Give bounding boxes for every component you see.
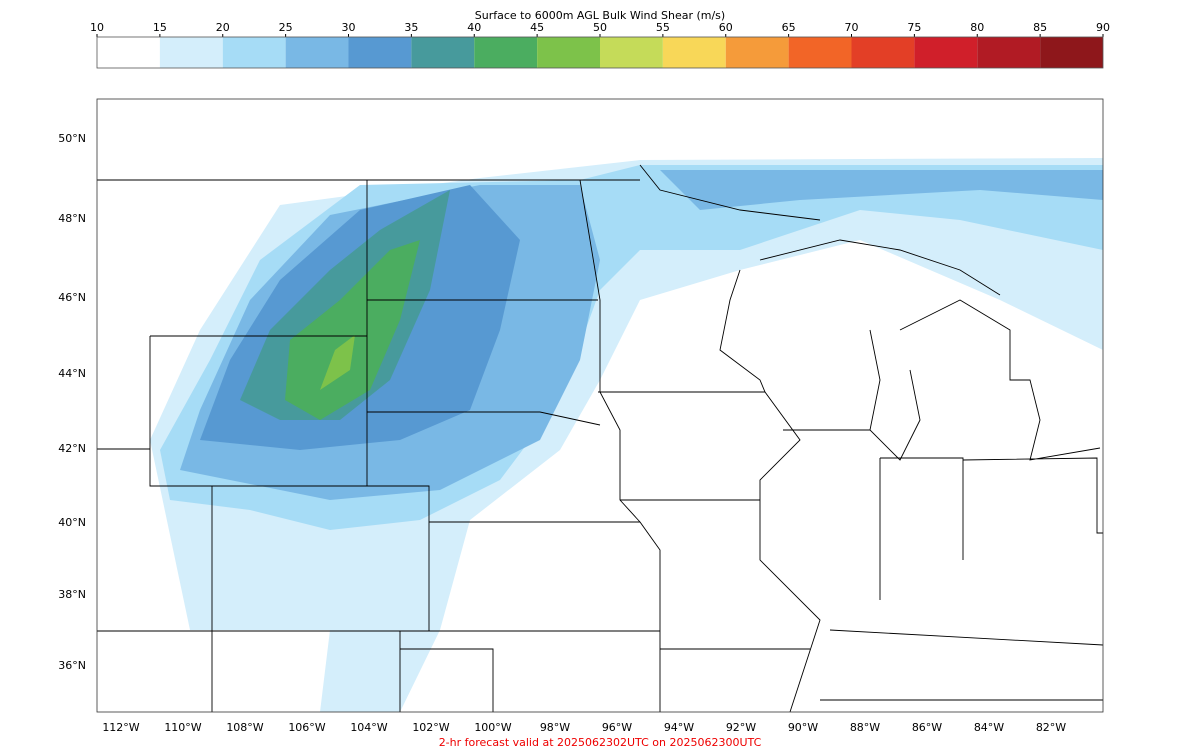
colorbar-bin (977, 37, 1041, 68)
colorbar-tick-label: 45 (530, 21, 544, 34)
map-frame (96, 98, 1104, 713)
colorbar-tick-label: 25 (279, 21, 293, 34)
colorbar-tick-label: 40 (467, 21, 481, 34)
colorbar-bin (537, 37, 600, 68)
shear-30b (660, 170, 1103, 210)
shear-45 (285, 240, 420, 420)
colorbar-bin (600, 37, 663, 68)
colorbar-bin (474, 37, 538, 68)
colorbar-frame (96, 36, 1104, 69)
lon-label: 98°W (540, 721, 570, 734)
colorbar-tick-label: 15 (153, 21, 167, 34)
colorbar-bin (285, 37, 349, 68)
colorbar-tick-label: 35 (404, 21, 418, 34)
lon-label: 96°W (602, 721, 632, 734)
footer-text: 2-hr forecast valid at 2025062302UTC on … (439, 736, 762, 749)
lat-label: 44°N (58, 367, 86, 380)
map-area (96, 98, 1104, 713)
colorbar-bin (851, 37, 915, 68)
colorbar-tick-label: 10 (90, 21, 104, 34)
lon-label: 94°W (664, 721, 694, 734)
colorbar: 10 15 20 25 30 35 40 45 50 55 60 65 70 75 80 85 90 (90, 21, 1110, 68)
lat-label: 48°N (58, 212, 86, 225)
lon-label: 108°W (226, 721, 263, 734)
colorbar-tick-label: 85 (1033, 21, 1047, 34)
lon-label: 92°W (726, 721, 756, 734)
lat-label: 36°N (58, 659, 86, 672)
lon-label: 106°W (288, 721, 325, 734)
colorbar-bin (222, 37, 286, 68)
lon-label: 86°W (912, 721, 942, 734)
colorbar-tick-label: 20 (216, 21, 230, 34)
colorbar-title: Surface to 6000m AGL Bulk Wind Shear (m/… (475, 9, 725, 22)
lat-label: 46°N (58, 291, 86, 304)
colorbar-tick-label: 30 (342, 21, 356, 34)
lat-label: 38°N (58, 588, 86, 601)
colorbar-bin (725, 37, 789, 68)
colorbar-bin (159, 37, 223, 68)
lon-label: 104°W (350, 721, 387, 734)
colorbar-bin (662, 37, 726, 68)
colorbar-bin (914, 37, 978, 68)
colorbar-bin (788, 37, 852, 68)
colorbar-tick-label: 55 (656, 21, 670, 34)
colorbar-tick-label: 75 (907, 21, 921, 34)
lon-label: 90°W (788, 721, 818, 734)
axis-labels: 50°N 48°N 46°N 44°N 42°N 40°N 38°N 36°N 112°W 110… (58, 132, 1066, 734)
lat-label: 42°N (58, 442, 86, 455)
colorbar-bin (348, 37, 412, 68)
colorbar-bin (1040, 37, 1103, 68)
colorbar-bin (411, 37, 475, 68)
lat-label: 40°N (58, 516, 86, 529)
lon-label: 112°W (102, 721, 139, 734)
colorbar-tick-label: 50 (593, 21, 607, 34)
borders (97, 164, 1103, 712)
colorbar-tick-label: 70 (845, 21, 859, 34)
colorbar-tick-label: 65 (782, 21, 796, 34)
lon-label: 102°W (412, 721, 449, 734)
colorbar-tick-label: 80 (970, 21, 984, 34)
colorbar-bin (97, 37, 160, 68)
lon-label: 100°W (474, 721, 511, 734)
lon-label: 88°W (850, 721, 880, 734)
lat-label: 50°N (58, 132, 86, 145)
lon-label: 84°W (974, 721, 1004, 734)
lon-label: 82°W (1036, 721, 1066, 734)
colorbar-tick-label: 90 (1096, 21, 1110, 34)
shear-50 (320, 335, 355, 390)
lon-label: 110°W (164, 721, 201, 734)
colorbar-tick-label: 60 (719, 21, 733, 34)
